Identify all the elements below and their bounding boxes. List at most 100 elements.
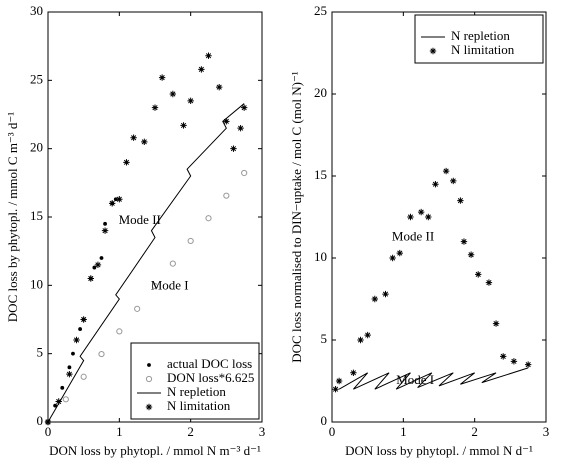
asterisk-marker [123, 159, 130, 166]
asterisk-marker [396, 249, 403, 257]
y-tick-label: 10 [30, 276, 43, 291]
y-tick-label: 25 [314, 3, 327, 18]
x-axis-label: DON loss by phytopl. / mmol N m⁻³ d⁻¹ [49, 443, 261, 458]
asterisk-marker [44, 418, 52, 426]
asterisk-marker [230, 145, 237, 152]
x-tick-label: 3 [543, 424, 550, 439]
legend-label: DON loss*6.625 [167, 370, 254, 385]
circle-marker [98, 350, 105, 358]
asterisk-marker [332, 386, 339, 393]
x-tick-label: 0 [45, 424, 52, 439]
asterisk-marker [467, 251, 475, 258]
x-tick-label: 1 [400, 424, 407, 439]
legend-label: N repletion [167, 384, 226, 399]
y-tick-label: 0 [37, 413, 44, 428]
y-tick-label: 15 [30, 208, 43, 223]
asterisk-marker [425, 213, 432, 221]
y-tick-label: 0 [321, 413, 328, 428]
dot-marker [92, 265, 97, 270]
y-tick-label: 25 [30, 71, 43, 86]
asterisk-marker [151, 104, 159, 111]
asterisk-marker [382, 290, 389, 298]
dot-marker [103, 221, 107, 226]
asterisk-marker [130, 134, 137, 141]
y-tick-label: 20 [30, 140, 43, 155]
asterisk-marker [335, 377, 343, 385]
legend-marker [147, 363, 151, 367]
asterisk-marker [442, 167, 450, 175]
x-tick-label: 1 [116, 424, 123, 439]
y-axis-label: DOC loss normalised to DIN−uptake / mol … [289, 71, 304, 363]
asterisk-marker [94, 261, 102, 269]
dot-marker [99, 256, 104, 260]
asterisk-marker [357, 336, 364, 344]
legend-label: N repletion [451, 28, 510, 43]
asterisk-marker [55, 398, 62, 405]
dot-marker [60, 385, 65, 390]
y-tick-label: 15 [314, 167, 327, 182]
x-tick-label: 2 [187, 424, 194, 439]
annotation: Mode II [392, 228, 434, 243]
y-axis-label: DOC loss by phytopl. / mmol C m⁻³ d⁻¹ [5, 112, 20, 323]
asterisk-marker [187, 97, 194, 105]
circle-marker [169, 260, 176, 267]
asterisk-marker [450, 177, 457, 185]
annotation: Mode II [119, 212, 161, 227]
dot-marker [78, 327, 82, 331]
asterisk-marker [237, 124, 244, 132]
asterisk-marker [116, 196, 123, 203]
circle-marker [80, 373, 87, 380]
legend-marker [429, 47, 437, 55]
circle-marker [205, 215, 212, 222]
asterisk-marker [407, 213, 414, 221]
asterisk-marker [205, 52, 212, 59]
asterisk-marker [101, 227, 109, 234]
asterisk-marker [364, 331, 371, 339]
asterisk-marker [510, 358, 518, 365]
x-tick-label: 0 [329, 424, 336, 439]
dot-marker [71, 351, 75, 356]
asterisk-marker [475, 271, 482, 278]
dot-marker [67, 365, 72, 370]
legend-marker [145, 375, 153, 383]
legend-label: N limitation [167, 398, 231, 413]
legend-label: actual DOC loss [167, 356, 252, 371]
legend-box [130, 342, 260, 420]
asterisk-marker [223, 118, 230, 125]
line-series [47, 103, 245, 423]
legend-marker [145, 403, 153, 411]
asterisk-marker [109, 200, 116, 207]
circle-marker [134, 305, 141, 312]
circle-marker [223, 192, 230, 199]
dot-marker [113, 197, 118, 202]
asterisk-marker [169, 90, 177, 98]
x-tick-label: 2 [471, 424, 478, 439]
y-tick-label: 10 [314, 249, 327, 264]
asterisk-marker [371, 295, 378, 303]
asterisk-marker [492, 320, 500, 327]
y-tick-label: 20 [314, 85, 327, 100]
asterisk-marker [180, 122, 187, 129]
asterisk-marker [73, 336, 80, 344]
asterisk-marker [432, 181, 439, 188]
asterisk-marker [350, 369, 357, 376]
annotation: Mode I [396, 372, 434, 387]
asterisk-marker [87, 275, 94, 282]
dot-marker [53, 403, 58, 408]
axes-box [331, 11, 547, 423]
line-series [338, 367, 529, 390]
x-axis-label: DON loss by phytopl. / mmol N d⁻¹ [345, 443, 533, 458]
asterisk-marker [389, 254, 396, 262]
legend-label: N limitation [451, 42, 515, 57]
circle-marker [187, 237, 194, 245]
asterisk-marker [417, 208, 425, 216]
asterisk-marker [524, 361, 532, 368]
asterisk-marker [66, 370, 73, 378]
x-tick-label: 3 [259, 424, 266, 439]
asterisk-marker [158, 74, 166, 81]
asterisk-marker [500, 353, 507, 360]
circle-marker [116, 328, 123, 335]
circle-marker [62, 396, 69, 403]
asterisk-marker [198, 66, 205, 73]
circle-marker [241, 169, 248, 177]
